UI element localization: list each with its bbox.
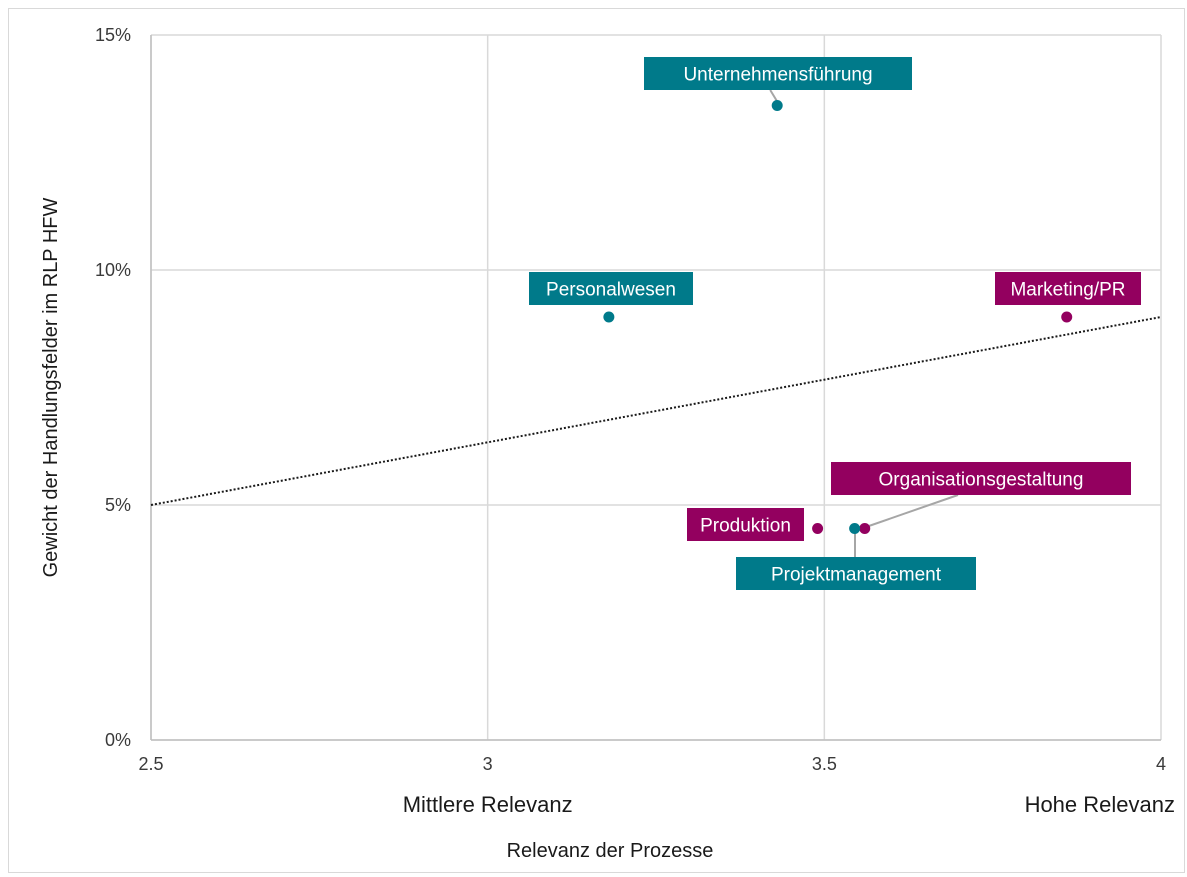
x-category-label: Mittlere Relevanz xyxy=(403,792,573,817)
x-axis-title: Relevanz der Prozesse xyxy=(507,840,714,862)
grid-lines xyxy=(150,34,1162,741)
data-label-box xyxy=(529,272,693,305)
data-point xyxy=(859,523,871,534)
data-point xyxy=(771,100,783,111)
x-tick-label: 2.5 xyxy=(138,754,163,774)
data-label: Produktion xyxy=(700,516,791,537)
data-point xyxy=(849,523,861,534)
data-label-box xyxy=(995,272,1141,305)
y-axis-title: Gewicht der Handlungsfelder im RLP HFW xyxy=(40,197,62,577)
y-tick-label: 15% xyxy=(95,25,131,45)
trendline-line xyxy=(150,316,1162,506)
axes xyxy=(150,35,1161,741)
data-label: Marketing/PR xyxy=(1010,280,1125,301)
data-points xyxy=(603,100,1073,534)
data-label: Projektmanagement xyxy=(771,565,942,586)
data-label-box xyxy=(736,557,976,590)
x-tick-label: 4 xyxy=(1156,754,1166,774)
data-label-box xyxy=(831,462,1131,495)
data-label: Personalwesen xyxy=(546,280,676,301)
tick-labels: 2.5 3 3.5 4 0% 5% 10% 15% Mittlere Relevanz Hohe … xyxy=(95,25,1175,817)
chart-frame xyxy=(8,8,1185,873)
axis-titles: Relevanz der Prozesse Gewicht der Handlu… xyxy=(40,197,713,862)
x-category-label: Hohe Relevanz xyxy=(1025,792,1175,817)
x-tick-label: 3.5 xyxy=(812,754,837,774)
data-point xyxy=(812,523,824,534)
data-label-box xyxy=(644,57,912,90)
data-label: Unternehmensführung xyxy=(683,65,872,86)
data-point xyxy=(603,311,615,323)
data-point xyxy=(1061,311,1073,323)
data-label-box xyxy=(687,508,804,541)
data-labels: Unternehmensführung Personalwesen Marketin… xyxy=(529,57,1141,590)
trendline xyxy=(150,316,1162,506)
y-tick-label: 5% xyxy=(105,495,131,515)
y-tick-label: 10% xyxy=(95,260,131,280)
x-tick-label: 3 xyxy=(483,754,493,774)
leader-line xyxy=(865,494,959,528)
data-label: Organisationsgestaltung xyxy=(879,470,1084,491)
y-tick-label: 0% xyxy=(105,730,131,750)
leader-line xyxy=(769,89,779,103)
